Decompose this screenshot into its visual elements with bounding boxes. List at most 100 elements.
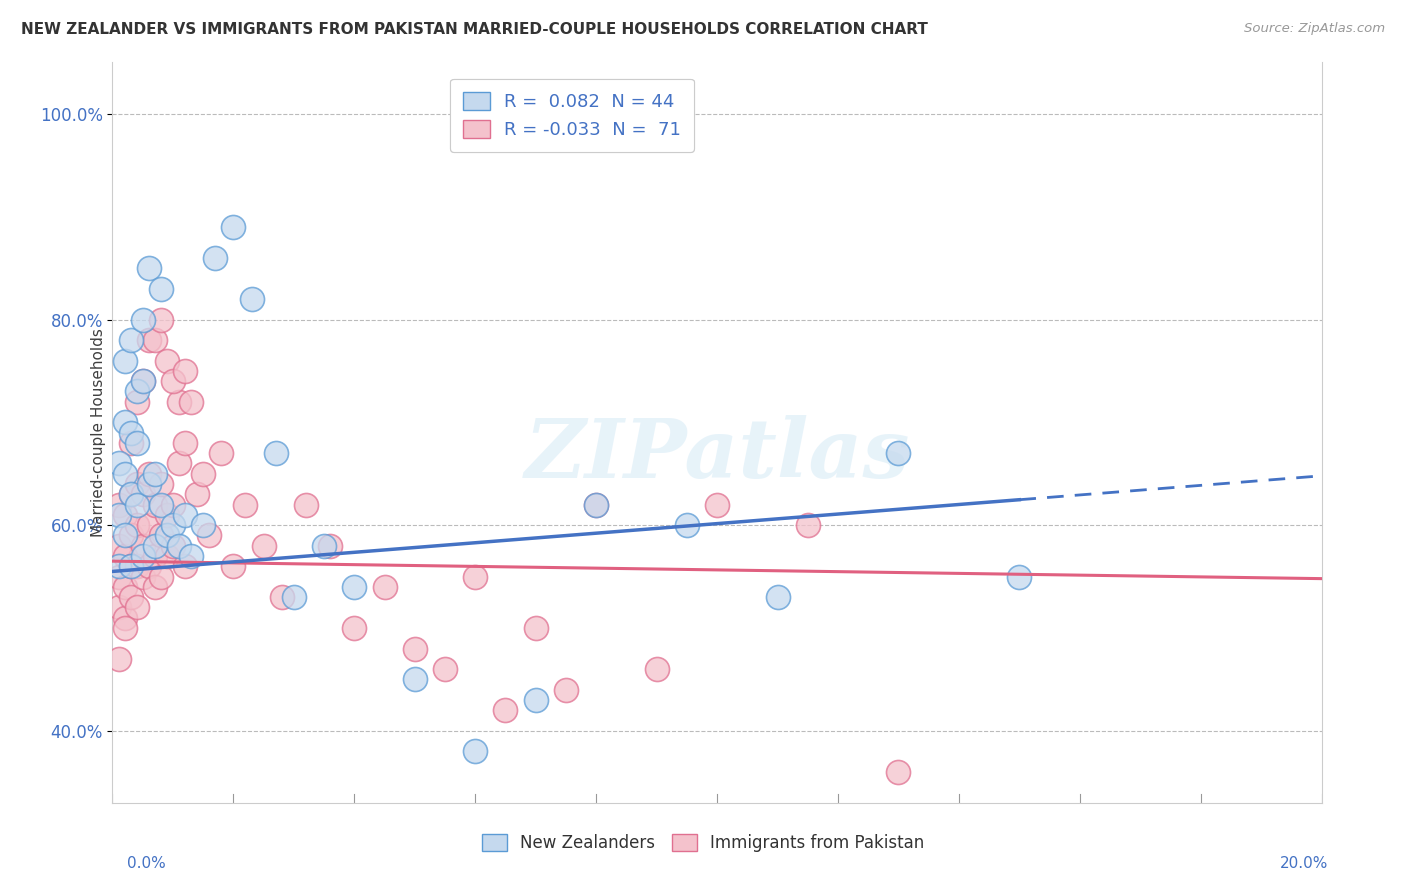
Point bbox=[585, 498, 607, 512]
Point bbox=[1008, 569, 1031, 583]
Point bbox=[149, 528, 172, 542]
Point bbox=[235, 498, 257, 512]
Point bbox=[204, 251, 226, 265]
Point bbox=[585, 498, 607, 512]
Point bbox=[162, 518, 184, 533]
Point bbox=[464, 569, 486, 583]
Point bbox=[114, 467, 136, 481]
Point bbox=[796, 518, 818, 533]
Point bbox=[138, 518, 160, 533]
Point bbox=[114, 621, 136, 635]
Point bbox=[125, 498, 148, 512]
Point bbox=[125, 518, 148, 533]
Point bbox=[120, 487, 142, 501]
Point bbox=[138, 467, 160, 481]
Point bbox=[149, 282, 172, 296]
Point bbox=[433, 662, 456, 676]
Point bbox=[107, 559, 129, 574]
Point bbox=[174, 508, 197, 522]
Point bbox=[114, 353, 136, 368]
Point bbox=[149, 569, 172, 583]
Point bbox=[107, 600, 129, 615]
Point bbox=[319, 539, 342, 553]
Point bbox=[120, 590, 142, 604]
Point bbox=[143, 467, 166, 481]
Point bbox=[149, 498, 172, 512]
Point bbox=[132, 487, 155, 501]
Point bbox=[887, 446, 910, 460]
Point bbox=[180, 394, 202, 409]
Point bbox=[167, 539, 190, 553]
Point bbox=[114, 580, 136, 594]
Point bbox=[180, 549, 202, 563]
Point bbox=[766, 590, 789, 604]
Point bbox=[132, 374, 155, 388]
Point bbox=[174, 559, 197, 574]
Point bbox=[186, 487, 208, 501]
Point bbox=[132, 569, 155, 583]
Point bbox=[343, 580, 366, 594]
Point bbox=[120, 333, 142, 347]
Text: ZIPatlas: ZIPatlas bbox=[524, 415, 910, 495]
Point bbox=[283, 590, 305, 604]
Point bbox=[524, 693, 547, 707]
Point bbox=[143, 549, 166, 563]
Point bbox=[464, 744, 486, 758]
Point bbox=[120, 528, 142, 542]
Point bbox=[132, 374, 155, 388]
Point bbox=[209, 446, 232, 460]
Point bbox=[125, 384, 148, 399]
Point bbox=[132, 539, 155, 553]
Point bbox=[222, 559, 245, 574]
Point bbox=[114, 610, 136, 624]
Point bbox=[270, 590, 292, 604]
Point bbox=[138, 477, 160, 491]
Point bbox=[138, 559, 160, 574]
Point bbox=[156, 508, 179, 522]
Point bbox=[107, 539, 129, 553]
Text: 20.0%: 20.0% bbox=[1281, 856, 1329, 871]
Point bbox=[120, 436, 142, 450]
Point bbox=[114, 549, 136, 563]
Point bbox=[107, 498, 129, 512]
Point bbox=[167, 394, 190, 409]
Point bbox=[143, 498, 166, 512]
Point bbox=[107, 569, 129, 583]
Point bbox=[125, 600, 148, 615]
Text: Source: ZipAtlas.com: Source: ZipAtlas.com bbox=[1244, 22, 1385, 36]
Point bbox=[675, 518, 697, 533]
Point bbox=[132, 312, 155, 326]
Point bbox=[132, 549, 155, 563]
Point bbox=[107, 508, 129, 522]
Y-axis label: Married-couple Households: Married-couple Households bbox=[91, 328, 105, 537]
Point bbox=[524, 621, 547, 635]
Point bbox=[706, 498, 728, 512]
Point bbox=[120, 559, 142, 574]
Text: 0.0%: 0.0% bbox=[127, 856, 166, 871]
Point bbox=[114, 528, 136, 542]
Point bbox=[149, 312, 172, 326]
Point bbox=[107, 652, 129, 666]
Point bbox=[343, 621, 366, 635]
Point bbox=[162, 374, 184, 388]
Legend: R =  0.082  N = 44, R = -0.033  N =  71: R = 0.082 N = 44, R = -0.033 N = 71 bbox=[450, 78, 693, 152]
Point bbox=[120, 425, 142, 440]
Point bbox=[120, 487, 142, 501]
Point bbox=[495, 703, 517, 717]
Point bbox=[645, 662, 668, 676]
Point bbox=[264, 446, 287, 460]
Point bbox=[253, 539, 276, 553]
Point bbox=[295, 498, 318, 512]
Point bbox=[138, 261, 160, 276]
Point bbox=[222, 219, 245, 234]
Legend: New Zealanders, Immigrants from Pakistan: New Zealanders, Immigrants from Pakistan bbox=[468, 821, 938, 866]
Point bbox=[125, 559, 148, 574]
Point bbox=[554, 682, 576, 697]
Point bbox=[174, 436, 197, 450]
Point bbox=[404, 641, 426, 656]
Point bbox=[191, 518, 214, 533]
Point bbox=[114, 508, 136, 522]
Point bbox=[404, 673, 426, 687]
Point bbox=[314, 539, 336, 553]
Point bbox=[125, 436, 148, 450]
